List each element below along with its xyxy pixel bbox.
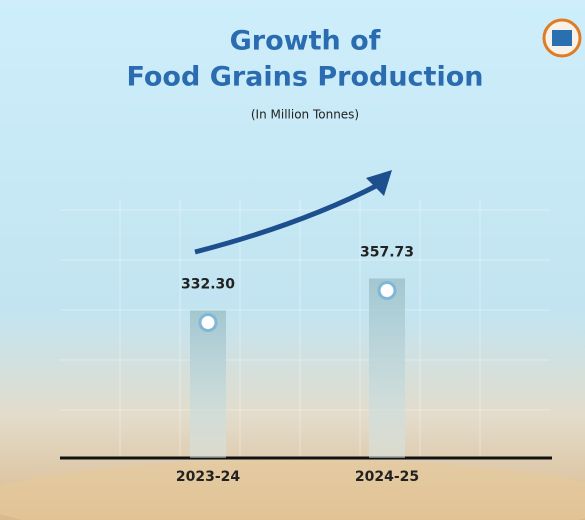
- decor-grid: [60, 200, 550, 458]
- bar-marker: [198, 312, 218, 332]
- bar-marker: [377, 281, 397, 301]
- bar: [369, 278, 405, 458]
- logo: [542, 18, 582, 58]
- title-line: Growth of: [230, 26, 381, 57]
- bar: [190, 310, 226, 458]
- subtitle: (In Million Tonnes): [251, 108, 359, 122]
- growth-arrow-head: [366, 170, 392, 196]
- x-tick-label: 2023-24: [176, 469, 241, 485]
- value-label: 332.30: [181, 276, 235, 292]
- growth-arrow: [194, 182, 380, 255]
- x-tick-label: 2024-25: [355, 469, 419, 485]
- grain-decor: [0, 460, 585, 520]
- title-line: Food Grains Production: [127, 62, 484, 93]
- value-label: 357.73: [360, 245, 414, 261]
